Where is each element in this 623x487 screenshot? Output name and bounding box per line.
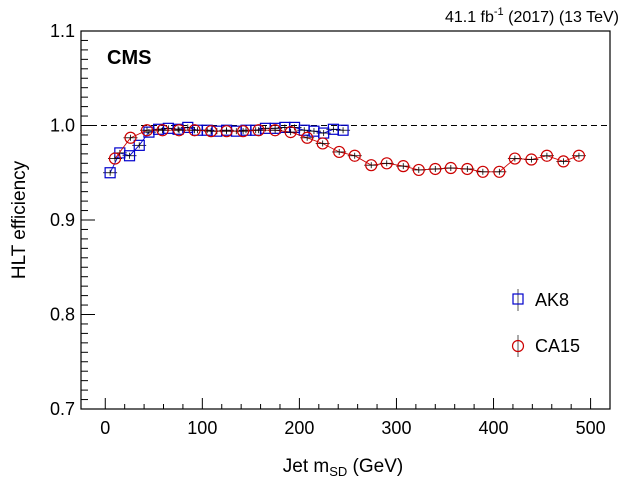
legend-ca15-label: CA15 [535,336,580,356]
axis-tick-labels: 0 100 200 300 400 500 0.7 0.8 0.9 1.0 1.1 [50,21,606,438]
series-ca15 [107,124,586,178]
data-point [124,131,137,144]
experiment-label: CMS [107,47,151,69]
data-point [316,137,329,150]
y-tick-label: 1.0 [50,116,75,136]
data-point [461,162,474,176]
legend-entry-ca15: CA15 [511,335,580,357]
legend-ak8-marker [512,293,524,305]
data-point [333,145,346,159]
y-axis-title: HLT efficiency [9,160,30,279]
data-point [172,124,186,137]
x-tick-label: 200 [284,418,314,438]
data-point [133,139,145,151]
x-tick-label: 300 [381,418,411,438]
data-point [220,125,233,138]
data-point [365,159,378,172]
data-point [188,124,201,137]
legend-ca15-marker [511,339,525,353]
data-point [444,161,457,175]
luminosity-label: 41.1 fb-1 (2017) (13 TeV) [445,6,619,26]
legend-ak8-label: AK8 [535,290,569,310]
data-point [429,162,442,176]
x-tick-label: 0 [100,418,110,438]
data-point [337,124,349,136]
axis-ticks [81,30,592,410]
data-point [412,163,425,177]
data-point [572,149,586,162]
data-point [476,165,489,178]
data-point [525,153,538,166]
data-point [104,167,116,179]
legend-entry-ak8: AK8 [512,289,569,311]
data-point [108,152,122,165]
x-tick-label: 400 [478,418,508,438]
data-point [557,155,570,168]
y-tick-label: 1.1 [50,21,75,41]
data-point [508,152,521,165]
data-point [123,150,136,162]
data-point [252,124,265,137]
data-point [204,125,218,138]
y-tick-label: 0.8 [50,305,75,325]
data-point [301,131,314,144]
data-point [397,160,410,173]
series-ak8-curve [109,126,344,173]
data-point [493,165,506,178]
data-point [140,124,154,137]
series-ca15-curve [114,129,580,173]
legend: AK8 CA15 [511,289,580,357]
data-point [540,149,554,162]
data-point [348,149,361,162]
x-tick-label: 100 [187,418,217,438]
x-tick-label: 500 [576,418,606,438]
plot-frame [80,30,611,410]
data-point [380,157,393,170]
y-tick-label: 0.9 [50,210,75,230]
x-axis-title: Jet mSD (GeV) [283,456,403,479]
data-point [236,125,250,138]
data-point [156,124,169,137]
data-point [269,124,282,137]
data-point [284,126,297,139]
series-layer [103,121,586,179]
y-tick-label: 0.7 [50,399,75,419]
